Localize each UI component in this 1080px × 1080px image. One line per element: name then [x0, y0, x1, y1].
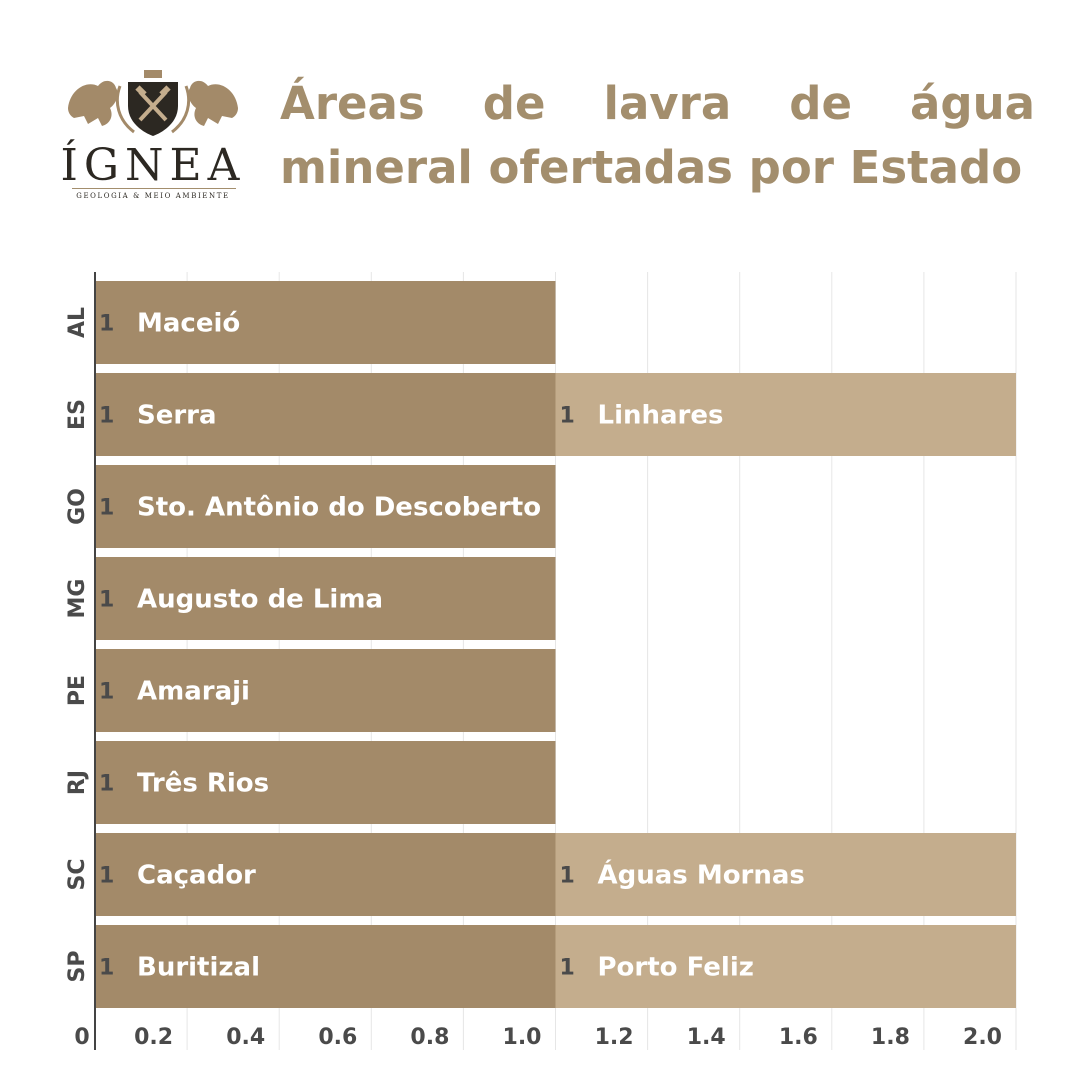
- x-tick-label: 2.0: [963, 1025, 1002, 1050]
- bar-city-label: Três Rios: [137, 769, 269, 799]
- bar-city-label: Sto. Antônio do Descoberto: [137, 493, 541, 523]
- logo-wordmark: ÍGNEA: [60, 140, 246, 191]
- x-tick-label: 0.2: [134, 1025, 173, 1050]
- bar-value-label: 1: [99, 864, 114, 889]
- bar-es-s2: [555, 373, 1016, 456]
- chart-title: Áreas de lavra de água mineral ofertadas…: [280, 77, 1035, 194]
- bar-city-label: Maceió: [137, 309, 240, 339]
- bar-value-label: 1: [99, 496, 114, 521]
- chart-labels: 1 Maceió 1 Serra 1 Linhares 1 Sto. Antônio do D…: [99, 309, 805, 983]
- chart-axes: 0 0.2 0.4 0.6 0.8 1.0 1.2 1.4 1.6 1.8 2.0 AL ES GO MG P…: [65, 272, 1002, 1050]
- bar-city-label: Amaraji: [137, 677, 250, 707]
- logo-tagline: GEOLOGIA & MEIO AMBIENTE: [76, 192, 230, 200]
- bar-pe-s1: [95, 649, 556, 732]
- x-tick-label: 1.0: [503, 1025, 542, 1050]
- y-tick-label: GO: [65, 488, 90, 525]
- bar-value-label: 1: [99, 312, 114, 337]
- y-tick-label: MG: [65, 579, 90, 619]
- logo-crest-icon: [68, 70, 238, 136]
- bar-es-s1: [95, 373, 556, 456]
- bar-city-label: Linhares: [598, 401, 724, 431]
- x-tick-label: 0.6: [318, 1025, 357, 1050]
- bar-go-s1: [95, 465, 556, 548]
- bar-value-label: 1: [99, 680, 114, 705]
- y-tick-label: AL: [65, 307, 90, 338]
- bar-city-label: Serra: [137, 401, 217, 431]
- x-tick-label: 1.6: [779, 1025, 818, 1050]
- ignea-logo: ÍGNEA GEOLOGIA & MEIO AMBIENTE: [58, 68, 248, 208]
- chart-bars: [95, 281, 1016, 1008]
- x-tick-label: 1.2: [595, 1025, 634, 1050]
- bar-value-label: 1: [99, 956, 114, 981]
- bar-city-label: Porto Feliz: [598, 953, 754, 983]
- x-tick-label: 0: [74, 1025, 89, 1050]
- bar-city-label: Augusto de Lima: [137, 585, 383, 615]
- bar-city-label: Buritizal: [137, 953, 260, 983]
- bar-value-label: 1: [99, 772, 114, 797]
- x-tick-label: 1.8: [871, 1025, 910, 1050]
- bar-mg-s1: [95, 557, 556, 640]
- bar-value-label: 1: [560, 404, 575, 429]
- bar-sc-s2: [555, 833, 1016, 916]
- bar-al-s1: [95, 281, 556, 364]
- y-tick-label: SP: [65, 951, 90, 983]
- bar-rj-s1: [95, 741, 556, 824]
- x-tick-label: 0.4: [226, 1025, 265, 1050]
- bar-sp-s1: [95, 925, 556, 1008]
- bar-city-label: Caçador: [137, 861, 256, 891]
- logo-divider: [72, 188, 236, 189]
- x-tick-label: 1.4: [687, 1025, 726, 1050]
- y-tick-label: RJ: [65, 770, 90, 795]
- bar-value-label: 1: [560, 956, 575, 981]
- y-tick-label: ES: [65, 399, 90, 430]
- bar-value-label: 1: [99, 588, 114, 613]
- bar-value-label: 1: [99, 404, 114, 429]
- bar-city-label: Águas Mornas: [598, 859, 805, 891]
- bar-sc-s1: [95, 833, 556, 916]
- y-tick-label: SC: [65, 859, 90, 891]
- bar-sp-s2: [555, 925, 1016, 1008]
- y-tick-label: PE: [65, 675, 90, 706]
- bar-value-label: 1: [560, 864, 575, 889]
- x-tick-label: 0.8: [410, 1025, 449, 1050]
